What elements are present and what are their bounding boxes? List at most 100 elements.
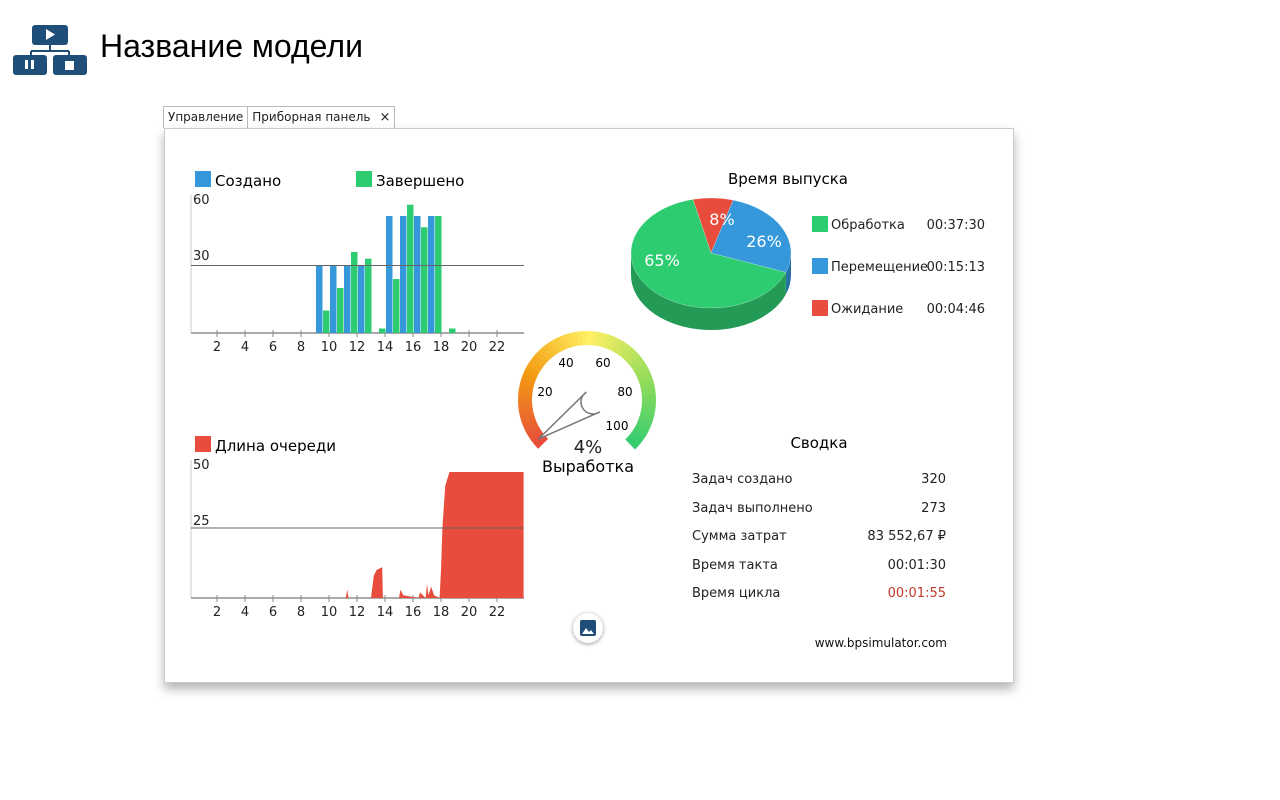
bar-completed (407, 204, 414, 333)
summary-value: 273 (921, 500, 946, 516)
legend-completed: Завершено (376, 172, 464, 190)
summary-label: Сумма затрат (692, 529, 787, 544)
queue-area (189, 472, 524, 598)
legend-swatch-created (195, 171, 211, 187)
legend-time: 00:15:13 (927, 260, 985, 275)
pie-label: 8% (709, 210, 734, 229)
bar-completed (351, 252, 358, 333)
bar-created (344, 265, 351, 333)
legend-swatch-queue (195, 436, 211, 452)
legend-swatch (812, 216, 828, 232)
bar-created (414, 216, 421, 333)
x-tick-label: 8 (297, 605, 305, 620)
gauge-title: Выработка (542, 457, 634, 476)
x-tick-label: 6 (269, 605, 277, 620)
summary-label: Задач выполнено (692, 500, 813, 516)
close-icon[interactable]: × (379, 110, 391, 125)
legend-label: Перемещение (831, 260, 928, 275)
x-tick-label: 12 (349, 340, 366, 355)
gauge-needle (537, 391, 601, 440)
gauge-arc-segment (625, 435, 640, 450)
x-tick-label: 14 (377, 340, 394, 355)
bar-completed (337, 288, 344, 333)
x-tick-label: 18 (433, 340, 450, 355)
summary-row: Сумма затрат 83 552,67 ₽ (692, 529, 946, 544)
x-tick-label: 2 (213, 605, 221, 620)
pie-side (631, 253, 786, 331)
gauge-tick: 100 (606, 419, 629, 433)
x-tick-label: 8 (297, 340, 305, 355)
legend-label: Ожидание (831, 302, 903, 317)
dashboard-panel (164, 128, 1014, 683)
pie-slice (692, 197, 734, 254)
legend-queue: Длина очереди (215, 437, 336, 455)
x-tick-label: 4 (241, 605, 249, 620)
page-title: Название модели (100, 28, 363, 64)
legend-time: 00:37:30 (927, 218, 985, 233)
summary-label: Время такта (692, 557, 778, 573)
y-tick: 50 (193, 458, 210, 473)
export-image-button[interactable] (573, 613, 603, 643)
summary-value: 00:01:30 (887, 557, 946, 573)
bar-created (316, 265, 323, 333)
y-tick: 25 (193, 514, 210, 529)
bar-completed (421, 227, 428, 333)
pie-chart (630, 197, 792, 331)
pie-slice (630, 199, 787, 309)
x-tick-label: 10 (321, 605, 338, 620)
bar-completed (365, 258, 372, 333)
tab-control[interactable]: Управление (163, 106, 249, 128)
bar-created (330, 265, 337, 333)
legend-created: Создано (215, 172, 281, 190)
gauge-tick: 20 (537, 385, 552, 399)
legend-label: Обработка (831, 218, 905, 233)
x-tick-label: 16 (405, 340, 422, 355)
x-tick-label: 16 (405, 605, 422, 620)
bar-completed (379, 328, 386, 333)
legend-swatch (812, 300, 828, 316)
x-tick-label: 12 (349, 605, 366, 620)
legend-swatch (812, 258, 828, 274)
bar-completed (323, 310, 330, 333)
x-tick-label: 6 (269, 340, 277, 355)
pie-label: 65% (644, 251, 680, 270)
summary-label: Задач создано (692, 472, 793, 487)
summary-title: Сводка (790, 434, 848, 452)
legend-time: 00:04:46 (927, 302, 985, 317)
bar-created (428, 216, 435, 333)
x-tick-label: 22 (489, 605, 506, 620)
tab-dashboard[interactable]: Приборная панель × (248, 106, 396, 128)
x-tick-label: 22 (489, 340, 506, 355)
x-tick-label: 14 (377, 605, 394, 620)
x-tick-label: 10 (321, 340, 338, 355)
summary-value: 00:01:55 (887, 586, 946, 601)
legend-swatch-completed (356, 171, 372, 187)
gauge-tick: 60 (595, 356, 610, 370)
pie-slice (710, 199, 792, 273)
bar-created (386, 216, 393, 333)
image-icon (580, 620, 596, 636)
bar-completed (449, 328, 456, 333)
gauge-value: 4% (574, 437, 603, 458)
x-tick-label: 4 (241, 340, 249, 355)
x-tick-label: 20 (461, 340, 478, 355)
bar-completed (435, 216, 442, 333)
summary-label: Время цикла (692, 586, 781, 601)
summary-row: Задач выполнено 273 (692, 501, 946, 516)
gauge-tick: 80 (617, 385, 632, 399)
y-tick: 60 (193, 193, 210, 208)
x-tick-label: 18 (433, 605, 450, 620)
tab-bar: Управление Приборная панель × (163, 106, 396, 128)
bar-chart: 2 4 6 8 10 12 14 16 18 20 22 (190, 195, 524, 355)
pie-side (785, 253, 791, 295)
bar-created (358, 265, 365, 333)
x-tick-label: 20 (461, 605, 478, 620)
summary-row: Время такта 00:01:30 (692, 558, 946, 573)
queue-chart: 2 4 6 8 10 12 14 16 18 20 22 (189, 460, 524, 620)
summary-value: 83 552,67 ₽ (867, 529, 946, 544)
y-tick: 30 (193, 249, 210, 264)
process-diagram-icon (12, 24, 88, 80)
site-link[interactable]: www.bpsimulator.com (814, 636, 947, 650)
summary-row: Время цикла 00:01:55 (692, 586, 946, 601)
